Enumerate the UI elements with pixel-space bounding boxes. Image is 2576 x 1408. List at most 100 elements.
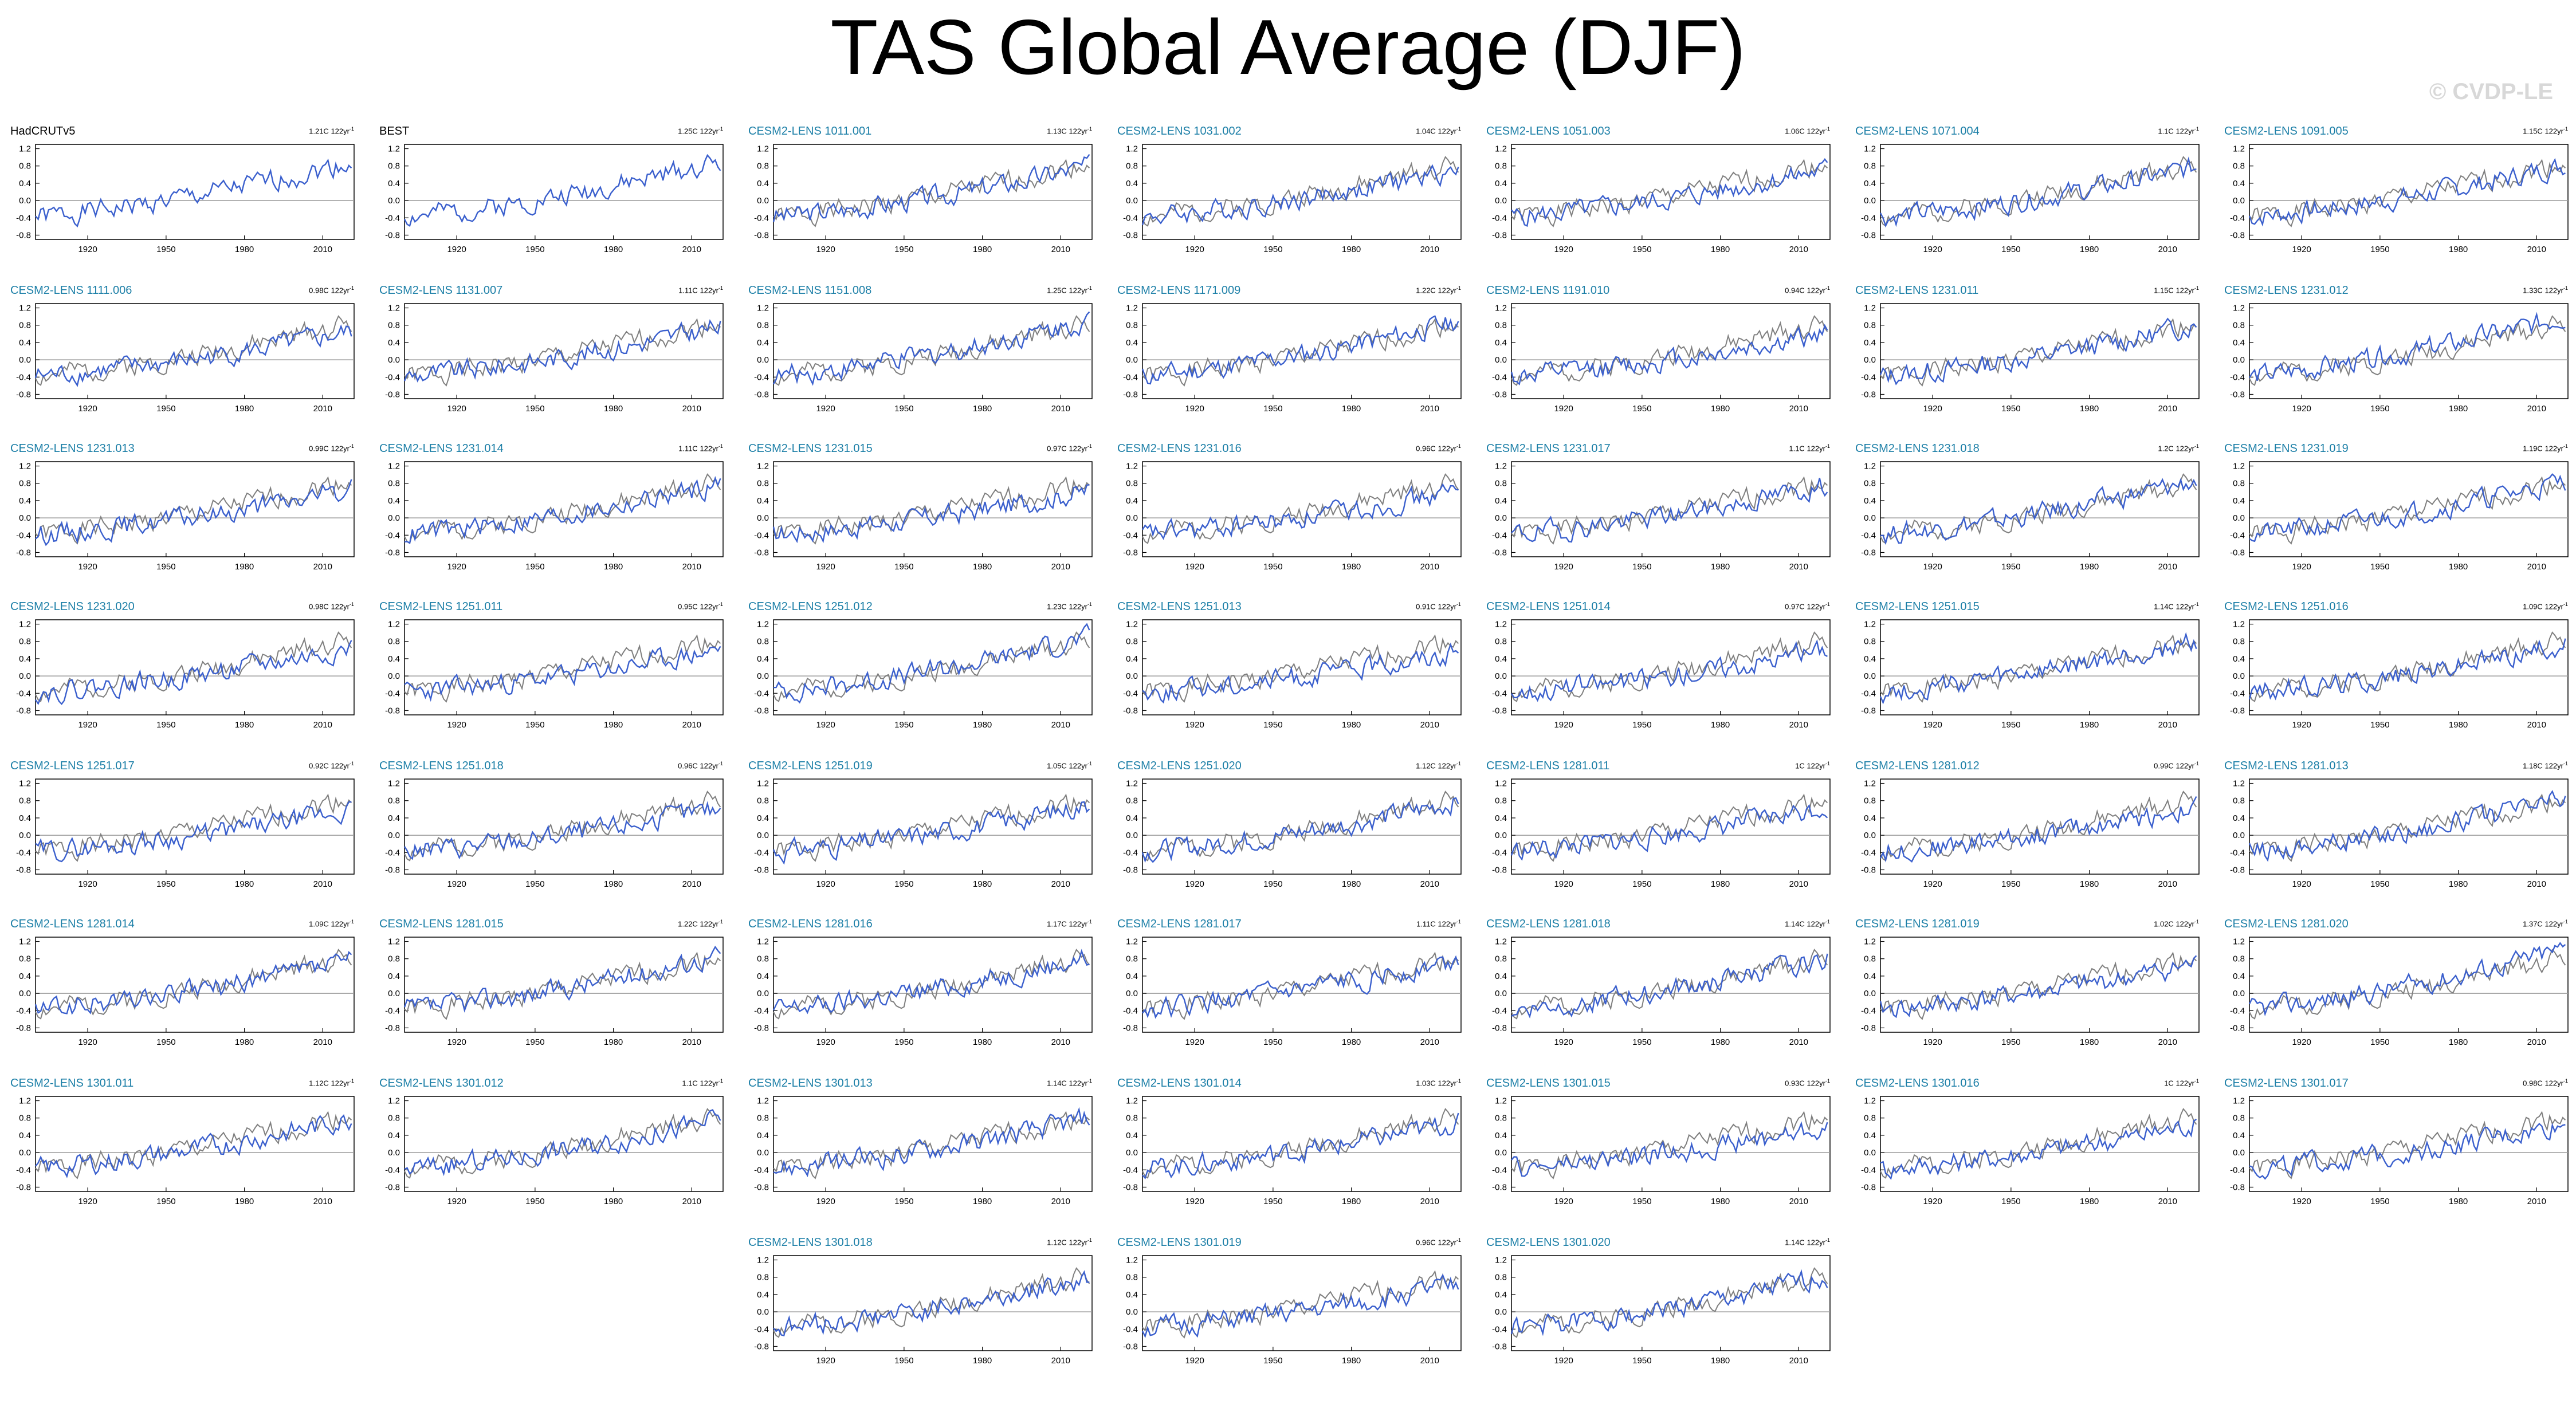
- panel-trend: 1.19C 122yr-1: [2523, 443, 2568, 453]
- plot-frame: [1511, 937, 1831, 1033]
- x-tick-label: 2010: [1789, 1356, 1808, 1366]
- trend-value: 1.03C: [1416, 1079, 1436, 1088]
- y-tick-label: 0.4: [19, 496, 31, 506]
- y-tick-label: 0.4: [1126, 1290, 1138, 1300]
- chart-panel: CESM2-LENS 1281.013 1.18C 122yr-1 1.2 0.8 0.…: [2224, 760, 2569, 897]
- obs-reference-line: [773, 159, 1090, 227]
- plot-frame: [35, 461, 355, 557]
- y-tick-label: 0.8: [388, 479, 400, 489]
- trend-units: 122yr: [331, 602, 350, 611]
- trend-value: 0.98C: [309, 602, 329, 611]
- panel-label: CESM2-LENS 1301.013: [748, 1077, 873, 1090]
- series-line: [35, 158, 352, 228]
- y-tick-label: 0.0: [1495, 989, 1507, 998]
- panel-trend: 1.22C 122yr-1: [1416, 285, 1461, 295]
- y-tick-label: -0.8: [1492, 1023, 1507, 1033]
- trend-value: 1.18C: [2523, 761, 2543, 770]
- y-tick-label: 0.4: [1864, 654, 1876, 664]
- series-line: [2249, 473, 2566, 542]
- y-tick-label: 0.8: [1126, 954, 1138, 964]
- panel-label: CESM2-LENS 1251.019: [748, 760, 873, 772]
- x-tick-label: 2010: [1789, 720, 1808, 730]
- trend-units: 122yr: [2544, 919, 2563, 929]
- y-tick-label: 0.0: [1126, 831, 1138, 840]
- panel-plot: 1.2 0.8 0.4 0.0 -0.4 -0.8 1920 1950 1980 2010: [1123, 778, 1462, 889]
- series-line: [1879, 317, 2197, 386]
- y-tick-label: -0.8: [1492, 865, 1507, 875]
- panel-plot: 1.2 0.8 0.4 0.0 -0.4 -0.8 1920 1950 1980 2010: [1492, 937, 1831, 1047]
- panel-label: BEST: [379, 125, 410, 137]
- plot-frame: [2249, 937, 2569, 1033]
- trend-units: 122yr: [1807, 1238, 1825, 1247]
- x-tick-label: 2010: [1051, 245, 1070, 254]
- x-tick-label: 2010: [2158, 879, 2177, 889]
- x-tick-label: 1920: [447, 562, 466, 572]
- series-line: [1510, 1269, 1828, 1336]
- y-tick-label: -0.4: [1123, 213, 1138, 223]
- trend-value: 1.13C: [1047, 127, 1067, 136]
- y-tick-label: -0.4: [1492, 372, 1507, 382]
- y-tick-label: 1.2: [757, 462, 769, 471]
- obs-reference-line: [2249, 793, 2566, 862]
- trend-value: 1.02C: [2154, 919, 2174, 929]
- x-tick-label: 1950: [1263, 404, 1282, 414]
- y-tick-label: 0.4: [19, 813, 31, 823]
- y-tick-label: 0.8: [1495, 1273, 1507, 1283]
- panel-plot: 1.2 0.8 0.4 0.0 -0.4 -0.8 1920 1950 1980 2010: [2230, 619, 2569, 730]
- y-tick-label: -0.4: [1492, 1006, 1507, 1016]
- y-tick-label: 0.4: [757, 496, 769, 506]
- plot-frame: [773, 1096, 1093, 1192]
- trend-units: 122yr: [1438, 444, 1456, 453]
- series-line: [403, 801, 721, 860]
- y-tick-label: -0.8: [1123, 1182, 1138, 1192]
- chart-panel: CESM2-LENS 1251.016 1.09C 122yr-1 1.2 0.8 0.…: [2224, 600, 2569, 738]
- y-tick-label: 0.0: [1864, 671, 1876, 681]
- x-tick-label: 1950: [2001, 245, 2020, 254]
- y-tick-label: -0.8: [16, 230, 31, 240]
- y-tick-label: -0.8: [16, 1023, 31, 1033]
- x-tick-label: 1920: [78, 879, 97, 889]
- panel-plot: 1.2 0.8 0.4 0.0 -0.4 -0.8 1920 1950 1980 2010: [16, 937, 355, 1047]
- x-tick-label: 1980: [604, 1197, 623, 1206]
- y-tick-label: -0.4: [385, 1006, 400, 1016]
- x-tick-label: 2010: [1789, 245, 1808, 254]
- y-tick-label: -0.8: [754, 230, 769, 240]
- y-tick-label: 0.0: [1126, 196, 1138, 206]
- obs-reference-line: [1511, 315, 1828, 386]
- y-tick-label: 0.4: [388, 179, 400, 188]
- trend-value: 1.22C: [678, 919, 698, 929]
- panel-plot: 1.2 0.8 0.4 0.0 -0.4 -0.8 1920 1950 1980 2010: [385, 303, 724, 414]
- x-tick-label: 1980: [1711, 879, 1730, 889]
- y-tick-label: -0.4: [2230, 1006, 2245, 1016]
- trend-units: 122yr: [331, 127, 350, 136]
- x-tick-label: 1950: [525, 720, 544, 730]
- x-tick-label: 1980: [973, 1356, 992, 1366]
- trend-units: 122yr: [700, 919, 718, 929]
- x-tick-label: 1920: [78, 562, 97, 572]
- chart-panel: CESM2-LENS 1301.012 1.1C 122yr-1 1.2 0.8 0.4…: [379, 1077, 724, 1214]
- panel-plot: 1.2 0.8 0.4 0.0 -0.4 -0.8 1920 1950 1980 2010: [385, 144, 724, 254]
- panel-label: CESM2-LENS 1281.018: [1486, 918, 1611, 930]
- x-tick-label: 1950: [156, 562, 175, 572]
- trend-units: 122yr: [331, 919, 350, 929]
- x-tick-label: 1920: [1185, 879, 1204, 889]
- series-line: [35, 801, 352, 863]
- series-line: [404, 476, 721, 544]
- panel-plot: 1.2 0.8 0.4 0.0 -0.4 -0.8 1920 1950 1980 2010: [1861, 144, 2200, 254]
- chart-panel: CESM2-LENS 1281.011 1C 122yr-1 1.2 0.8 0.4 0.…: [1486, 760, 1831, 897]
- plot-frame: [1511, 1255, 1831, 1351]
- y-tick-label: 0.4: [388, 654, 400, 664]
- trend-value: 0.93C: [1785, 1079, 1805, 1088]
- trend-value: 0.97C: [1047, 444, 1067, 453]
- panel-trend: 1.11C 122yr-1: [1416, 919, 1461, 929]
- series-line: [772, 801, 1090, 865]
- panel-trend: 1.09C 122yr-1: [2523, 601, 2568, 611]
- series-line: [2249, 1123, 2566, 1180]
- panel-trend: 1.22C 122yr-1: [678, 919, 723, 929]
- x-tick-label: 2010: [1420, 404, 1439, 414]
- plot-frame: [1880, 778, 2200, 875]
- panel-trend: 0.98C 122yr-1: [2523, 1078, 2568, 1088]
- y-tick-label: 0.0: [1495, 513, 1507, 523]
- trend-value: 1.11C: [678, 286, 698, 295]
- trend-value: 0.91C: [1416, 602, 1436, 611]
